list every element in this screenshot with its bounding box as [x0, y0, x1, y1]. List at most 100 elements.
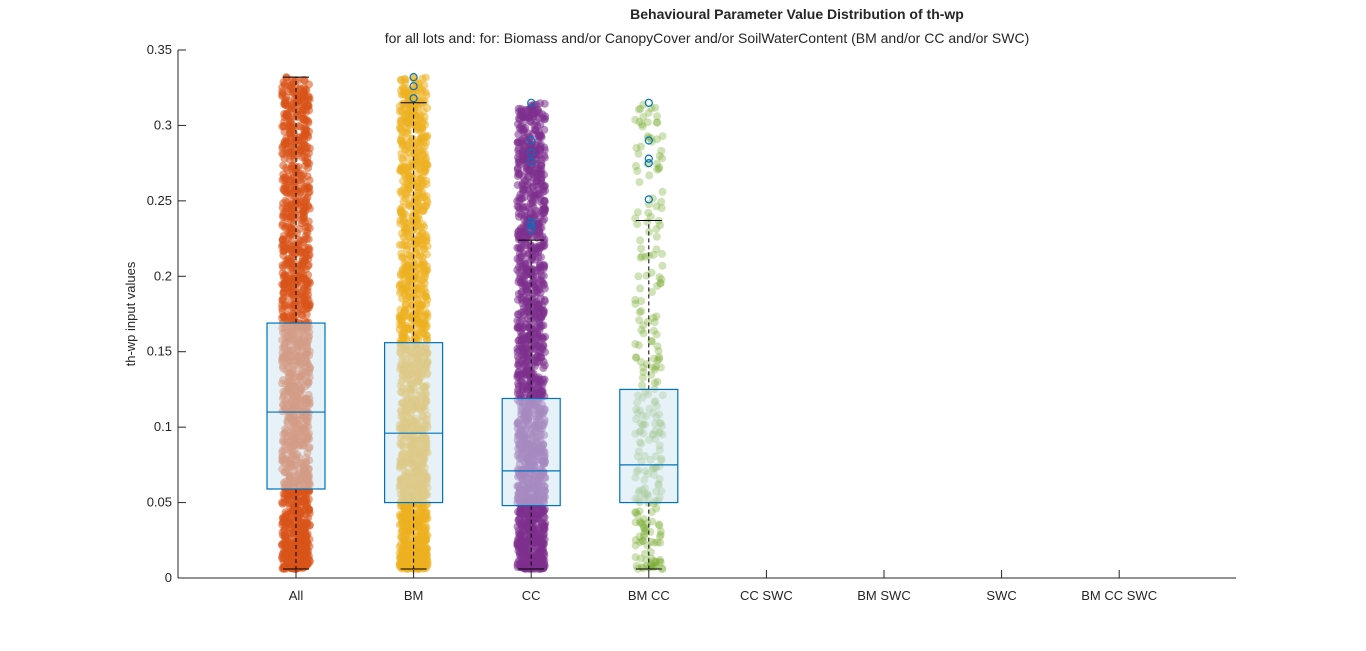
scatter-point	[636, 284, 645, 293]
scatter-point	[282, 93, 291, 102]
scatter-point	[415, 84, 424, 93]
scatter-point	[398, 562, 407, 571]
scatter-point	[282, 138, 291, 146]
scatter-point	[281, 490, 290, 499]
scatter-point	[540, 295, 549, 304]
scatter-point	[296, 122, 304, 131]
scatter-point	[405, 117, 413, 126]
scatter-point	[397, 115, 406, 124]
scatter-point	[402, 224, 411, 233]
scatter-point	[649, 563, 658, 572]
scatter-point	[280, 182, 289, 191]
scatter-point	[399, 213, 407, 222]
x-tick-label: BM CC	[628, 588, 670, 603]
scatter-point	[416, 223, 425, 231]
scatter-point	[279, 263, 288, 272]
scatter-point	[414, 329, 422, 338]
scatter-point	[528, 306, 537, 315]
scatter-point	[539, 533, 548, 542]
scatter-point	[658, 261, 667, 270]
scatter-point	[417, 176, 426, 185]
scatter-point	[402, 520, 411, 529]
scatter-point	[281, 224, 290, 233]
scatter-point	[538, 519, 547, 528]
scatter-point	[422, 331, 431, 340]
scatter-point	[658, 132, 667, 141]
scatter-point	[401, 194, 410, 203]
scatter-point	[401, 306, 410, 315]
x-tick-label: All	[289, 588, 304, 603]
scatter-point	[632, 353, 641, 362]
scatter-point	[423, 104, 432, 112]
scatter-point	[657, 204, 666, 213]
scatter-point	[420, 267, 429, 276]
scatter-point	[526, 162, 535, 171]
scatter-point	[286, 503, 295, 511]
x-tick-label: CC SWC	[740, 588, 793, 603]
scatter-point	[518, 203, 527, 212]
scatter-point	[279, 251, 288, 260]
scatter-point	[634, 341, 643, 350]
scatter-point	[403, 323, 412, 332]
scatter-point	[633, 220, 642, 229]
scatter-point	[533, 288, 541, 296]
y-tick-label: 0.35	[147, 42, 172, 57]
scatter-point	[281, 550, 290, 559]
scatter-point	[402, 164, 411, 172]
scatter-point	[656, 221, 664, 230]
y-tick-label: 0.15	[147, 344, 172, 359]
scatter-point	[398, 241, 407, 249]
scatter-point	[290, 548, 299, 557]
scatter-layer	[278, 73, 667, 573]
scatter-point	[539, 364, 548, 372]
scatter-point	[640, 523, 649, 531]
scatter-point	[295, 534, 304, 543]
scatter-point	[279, 174, 288, 183]
box-iqr	[619, 388, 679, 504]
scatter-point	[418, 146, 427, 154]
y-ticks: 00.050.10.150.20.250.30.35	[147, 42, 186, 585]
scatter-point	[280, 117, 289, 126]
scatter-point	[639, 329, 648, 338]
scatter-point	[398, 154, 406, 163]
scatter-point	[303, 228, 312, 237]
scatter-point	[414, 279, 423, 288]
scatter-point	[282, 164, 290, 172]
scatter-point	[397, 286, 406, 295]
scatter-point	[422, 233, 431, 242]
scatter-point	[519, 249, 528, 258]
scatter-point	[404, 558, 413, 567]
scatter-point	[295, 169, 304, 178]
scatter-point	[414, 296, 423, 304]
y-tick-label: 0.2	[154, 268, 172, 283]
scatter-point	[539, 264, 548, 273]
scatter-point	[408, 528, 417, 537]
scatter-point	[304, 270, 313, 279]
scatter-point	[282, 244, 291, 252]
scatter-point	[418, 124, 427, 133]
scatter-point	[636, 236, 645, 245]
y-tick-label: 0.3	[154, 117, 172, 132]
scatter-point	[299, 214, 307, 223]
scatter-point	[532, 118, 540, 127]
scatter-point	[411, 216, 420, 224]
scatter-point	[413, 169, 422, 178]
scatter-point	[649, 326, 658, 335]
scatter-point	[397, 137, 406, 146]
scatter-point	[528, 199, 537, 208]
scatter-point	[399, 266, 408, 275]
scatter-point	[283, 111, 292, 119]
scatter-point	[305, 521, 314, 530]
scatter-point	[292, 193, 300, 202]
scatter-point	[422, 196, 431, 205]
scatter-point	[636, 554, 645, 563]
x-tick-label: BM SWC	[857, 588, 910, 603]
scatter-point	[281, 196, 290, 205]
scatter-point	[411, 249, 420, 258]
scatter-point	[655, 163, 664, 172]
scatter-point	[517, 548, 526, 557]
scatter-point	[655, 152, 664, 160]
scatter-point	[280, 127, 289, 136]
scatter-point	[513, 540, 522, 548]
scatter-point	[297, 147, 306, 156]
